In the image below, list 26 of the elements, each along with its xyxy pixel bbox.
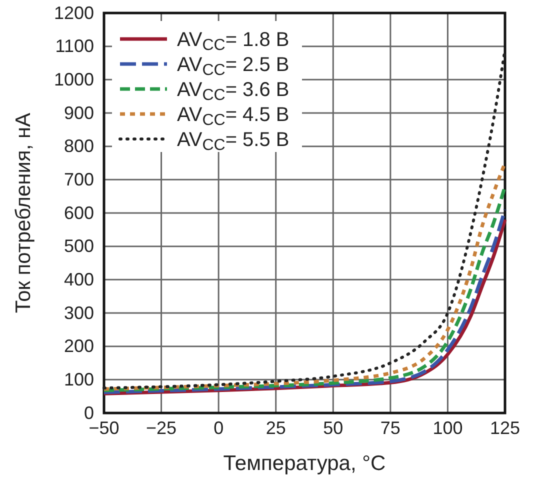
x-tick-label: 75 (380, 418, 400, 438)
x-tick-label: 25 (266, 418, 286, 438)
y-tick-label: 200 (64, 336, 94, 356)
x-tick-label: 0 (214, 418, 224, 438)
x-tick-label: −25 (146, 418, 177, 438)
y-tick-label: 300 (64, 302, 94, 323)
y-tick-label: 1000 (54, 69, 94, 90)
y-tick-label: 400 (64, 269, 94, 290)
legend-label: AV$_{CC}$= 2.5 В (177, 54, 290, 79)
x-tick-label: 50 (323, 418, 344, 438)
y-tick-label: 700 (64, 169, 94, 190)
x-axis-title: Температура, °C (223, 452, 386, 475)
legend-label: AV$_{CC}$= 4.5 В (177, 104, 290, 129)
y-axis-title: Ток потребления, нА (12, 112, 35, 314)
legend-label: AV$_{CC}$= 5.5 В (177, 129, 290, 154)
y-tick-label: 1200 (54, 2, 94, 23)
y-tick-label: 900 (64, 102, 94, 123)
legend-label: AV$_{CC}$= 1.8 В (177, 29, 290, 54)
legend-label: AV$_{CC}$= 3.6 В (177, 79, 290, 104)
x-tick-label: 100 (432, 418, 463, 438)
y-tick-label: 100 (64, 369, 94, 390)
x-tick-label: 125 (490, 418, 520, 438)
y-tick-label: 800 (64, 136, 94, 156)
y-tick-label: 1100 (55, 36, 94, 56)
y-tick-label: 500 (64, 236, 94, 256)
y-tick-label: 600 (64, 202, 94, 223)
